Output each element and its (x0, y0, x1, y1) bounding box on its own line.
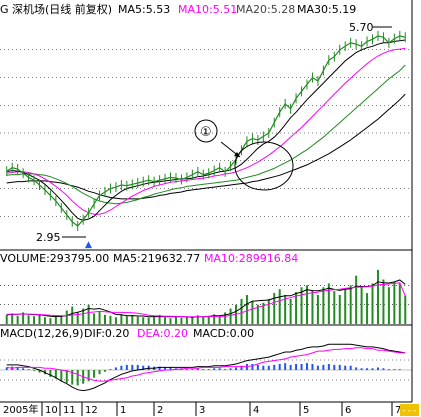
ma10-line (6, 47, 406, 215)
high-price-label: 5.70 (349, 21, 374, 34)
price-ma30-label: MA30:5.19 (297, 3, 356, 16)
macd-panel: MACD(12,26,9) DIF:0.20 DEA:0.20 MACD:0.0… (0, 324, 412, 392)
volume-panel: VOLUME:293795.00 MA5:219632.77 MA10:2899… (0, 249, 412, 324)
breakout-ellipse (234, 141, 294, 191)
price-title: G 深机场(日线 前复权) (0, 2, 112, 16)
ma30-line (6, 93, 406, 200)
volume-gridlines (0, 285, 412, 305)
date-tick-label: 2 (157, 405, 163, 416)
macd-dea-line (6, 347, 406, 382)
date-axis-corner (400, 404, 419, 416)
date-tick-label: 11 (63, 405, 76, 416)
price-line (6, 35, 406, 227)
volume-ma10-label: MA10:289916.84 (204, 252, 298, 265)
macd-gridlines (0, 359, 412, 381)
macd-dif-label: DIF:0.20 (84, 327, 129, 340)
macd-dif-line (6, 343, 406, 392)
date-tick-label: 1 (120, 405, 126, 416)
ma20-line (6, 64, 406, 205)
price-ma10-label: MA10:5.51 (178, 3, 237, 16)
date-tick-label: 5 (303, 405, 309, 416)
price-series-layer (6, 30, 406, 231)
date-tick-label: 2005年 (3, 403, 38, 416)
ma5-line (6, 39, 406, 221)
volume-ma10-line (6, 282, 406, 318)
macd-label: MACD(12,26,9) (0, 327, 84, 340)
price-gridlines (0, 49, 412, 217)
date-ticks-layer: 2005年 10 11 12 1 2 3 4 5 6 7 (3, 402, 401, 416)
date-tick-label: 6 (345, 405, 351, 416)
marker-arrowhead (234, 152, 240, 157)
volume-ma-layer (6, 279, 406, 318)
date-tick-label: 12 (85, 405, 98, 416)
date-tick-label: 3 (199, 405, 205, 416)
date-axis-corner-mark: --- (401, 406, 417, 416)
macd-lines-layer (6, 343, 406, 392)
date-tick-label: 4 (253, 405, 259, 416)
low-price-label: 2.95 (36, 231, 61, 244)
volume-label: VOLUME:293795.00 (0, 252, 109, 265)
date-tick-label: 10 (45, 405, 58, 416)
date-axis: 2005年 10 11 12 1 2 3 4 5 6 7 --- (0, 401, 419, 416)
macd-value-label: MACD:0.00 (193, 327, 254, 340)
marker-label: ① (200, 125, 212, 140)
price-ma20-label: MA20:5.28 (236, 3, 295, 16)
marker-circle (194, 119, 218, 143)
date-tick-label: 7 (395, 405, 401, 416)
volume-ma5-label: MA5:219632.77 (113, 252, 200, 265)
price-panel: G 深机场(日线 前复权) MA5:5.53 MA10:5.51 MA20:5.… (0, 2, 412, 250)
macd-dea-label: DEA:0.20 (137, 327, 188, 340)
low-price-marker: ▲ (85, 240, 92, 250)
price-ma5-label: MA5:5.53 (118, 3, 170, 16)
